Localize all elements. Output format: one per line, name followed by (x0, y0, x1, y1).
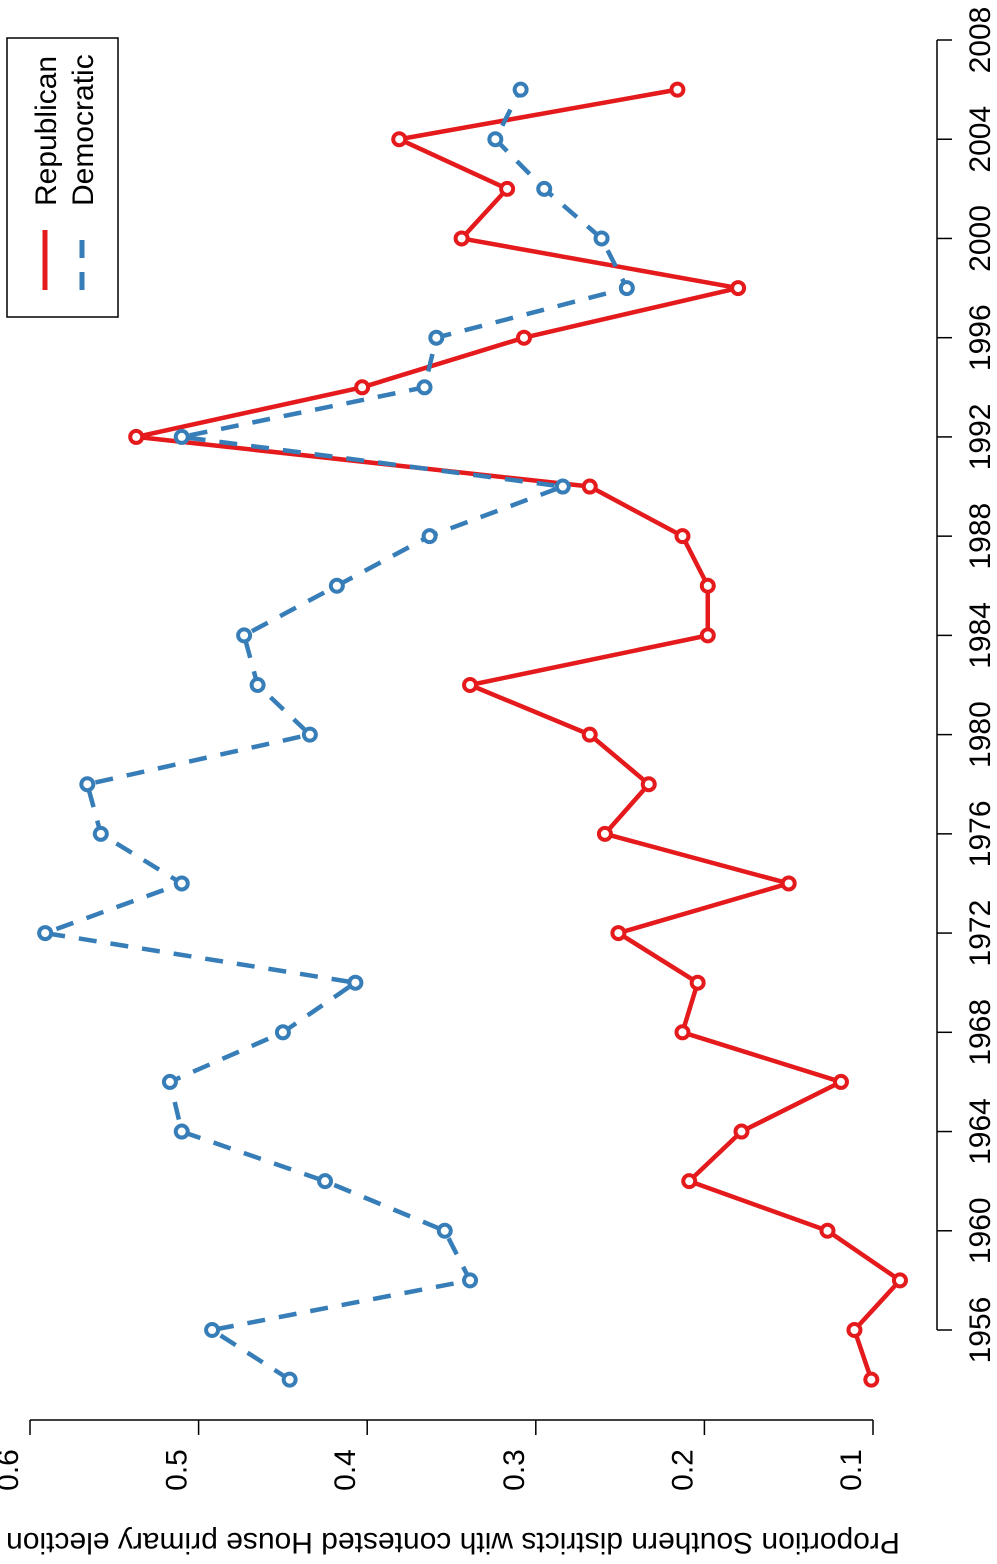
data-point-democratic (328, 577, 345, 594)
data-point-republican (730, 280, 747, 297)
data-point-democratic (173, 875, 190, 892)
data-point-republican (669, 81, 686, 98)
data-point-democratic (436, 1222, 453, 1239)
data-point-democratic (618, 280, 635, 297)
x-tick-label: 2004 (964, 106, 997, 173)
data-point-democratic (301, 726, 318, 743)
data-point-republican (863, 1371, 880, 1388)
data-point-democratic (281, 1371, 298, 1388)
data-point-democratic (347, 974, 364, 991)
x-tick-label: 1976 (964, 800, 997, 867)
data-point-democratic (593, 230, 610, 247)
data-point-republican (515, 329, 532, 346)
data-point-republican (453, 230, 470, 247)
data-point-democratic (79, 776, 96, 793)
series-line-republican (133, 87, 903, 1381)
plot-area: 1956 1960 1964 1968 1972 1976 1980 1984 1988 1992… (0, 7, 997, 1491)
data-point-democratic (249, 677, 266, 693)
data-point-democratic (512, 81, 529, 98)
data-point-republican (354, 379, 371, 396)
data-point-republican (733, 1123, 750, 1140)
data-point-republican (681, 1173, 698, 1190)
data-point-republican (674, 1024, 691, 1041)
data-point-republican (581, 478, 598, 495)
data-point-democratic (92, 825, 109, 842)
data-point-republican (699, 627, 716, 644)
data-point-democratic (173, 1123, 190, 1140)
x-tick-label: 1980 (964, 701, 997, 768)
series-layer (37, 81, 908, 1388)
data-point-democratic (428, 329, 445, 346)
y-tick-label: 0.5 (161, 1449, 194, 1491)
data-point-republican (819, 1222, 836, 1239)
y-tick-label: 0.4 (329, 1449, 362, 1491)
data-point-republican (780, 875, 797, 892)
data-point-republican (391, 131, 408, 148)
data-point-republican (674, 528, 691, 545)
x-tick-label: 2008 (964, 7, 997, 74)
x-tick-label: 1968 (964, 999, 997, 1066)
y-tick-label: 0.3 (498, 1449, 531, 1491)
data-point-republican (891, 1272, 908, 1289)
data-point-democratic (462, 1272, 479, 1289)
y-tick-label: 0.1 (835, 1449, 868, 1491)
data-point-democratic (204, 1322, 221, 1338)
y-tick-label: 0.6 (0, 1449, 25, 1491)
x-tick-label: 2000 (964, 205, 997, 272)
x-ticks: 1956 1960 1964 1968 1972 1976 1980 1984 1988 1992… (937, 7, 997, 1364)
data-point-democratic (554, 478, 571, 495)
data-point-republican (462, 677, 479, 693)
data-point-republican (689, 974, 706, 991)
data-point-democratic (487, 131, 504, 148)
y-ticks: 0.1 0.2 0.3 0.4 0.5 0.6 (0, 1420, 874, 1491)
data-point-democratic (536, 180, 553, 197)
data-point-democratic (416, 379, 433, 396)
data-point-democratic (173, 428, 190, 445)
x-tick-label: 1960 (964, 1197, 997, 1264)
x-tick-label: 1956 (964, 1297, 997, 1364)
data-point-republican (610, 925, 627, 942)
data-point-democratic (317, 1173, 334, 1190)
x-tick-label: 1988 (964, 503, 997, 570)
legend-democratic-label: Democratic (67, 54, 100, 206)
data-point-republican (832, 1073, 849, 1090)
legend-republican-label: Republican (30, 56, 63, 206)
data-point-republican (596, 825, 613, 842)
x-tick-label: 1964 (964, 1098, 997, 1165)
data-point-republican (846, 1322, 863, 1338)
x-tick-label: 1972 (964, 900, 997, 967)
x-tick-label: 1996 (964, 304, 997, 371)
data-point-democratic (37, 925, 54, 942)
legend: Republican Democratic (6, 37, 119, 318)
legend-box (6, 37, 119, 318)
series-line-democratic (42, 88, 630, 1382)
data-point-republican (128, 428, 145, 445)
data-point-democratic (236, 627, 253, 644)
y-axis-title: Proportion Southern districts with conte… (6, 1526, 900, 1559)
data-point-republican (699, 577, 716, 594)
data-point-republican (499, 180, 516, 197)
data-point-democratic (161, 1073, 178, 1090)
y-tick-label: 0.2 (666, 1449, 699, 1491)
data-point-democratic (274, 1024, 291, 1041)
data-point-republican (640, 776, 657, 793)
data-point-republican (581, 726, 598, 743)
x-tick-label: 1992 (964, 404, 997, 471)
data-point-democratic (421, 528, 438, 545)
x-tick-label: 1984 (964, 602, 997, 669)
